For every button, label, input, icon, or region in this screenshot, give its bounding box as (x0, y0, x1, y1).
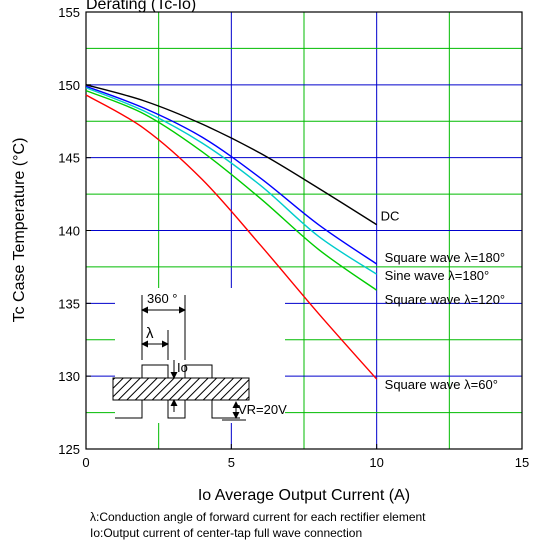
x-axis-title: Io Average Output Current (A) (198, 487, 410, 504)
curves (85, 84, 378, 380)
axis-ticks: 0 5 10 15 125 130 135 140 145 150 155 (58, 5, 529, 470)
x-tick-label: 5 (228, 455, 235, 470)
y-tick-label: 145 (58, 151, 80, 166)
y-tick-label: 140 (58, 224, 80, 239)
y-tick-label: 125 (58, 442, 80, 457)
chart-title: Derating (Tc-Io) (86, 0, 196, 13)
y-tick-label: 130 (58, 369, 80, 384)
y-axis-title: Tc Case Temperature (°C) (11, 138, 28, 323)
derating-chart: Derating (Tc-Io) DC Square wave λ=180° Sin… (11, 0, 529, 504)
y-tick-label: 155 (58, 5, 80, 20)
series-label: Square wave λ=60° (385, 377, 498, 392)
series-label: DC (381, 209, 400, 224)
note-output-current: Io:Output current of center-tap full wav… (90, 526, 363, 540)
series-line (85, 85, 378, 265)
series-label: Square wave λ=120° (385, 292, 505, 307)
x-tick-label: 0 (82, 455, 89, 470)
series-label: Sine wave λ=180° (385, 268, 490, 283)
series-labels: DC Square wave λ=180° Sine wave λ=180° Squa… (381, 209, 505, 392)
io-label: Io (177, 360, 188, 375)
x-tick-label: 15 (515, 455, 529, 470)
series-line (85, 84, 378, 226)
y-tick-label: 150 (58, 78, 80, 93)
series-line (85, 87, 378, 275)
series-line (85, 90, 378, 291)
y-tick-label: 135 (58, 296, 80, 311)
series-label: Square wave λ=180° (385, 250, 505, 265)
series-line (85, 94, 378, 380)
lambda-label: λ (146, 325, 154, 342)
waveform-inset: 360 ° λ Io VR=20V (112, 288, 287, 423)
hatch-band (112, 377, 250, 401)
x-tick-label: 10 (369, 455, 383, 470)
note-conduction-angle: λ:Conduction angle of forward current fo… (90, 510, 426, 524)
period-label: 360 ° (147, 291, 178, 306)
vr-label: VR=20V (238, 402, 287, 417)
